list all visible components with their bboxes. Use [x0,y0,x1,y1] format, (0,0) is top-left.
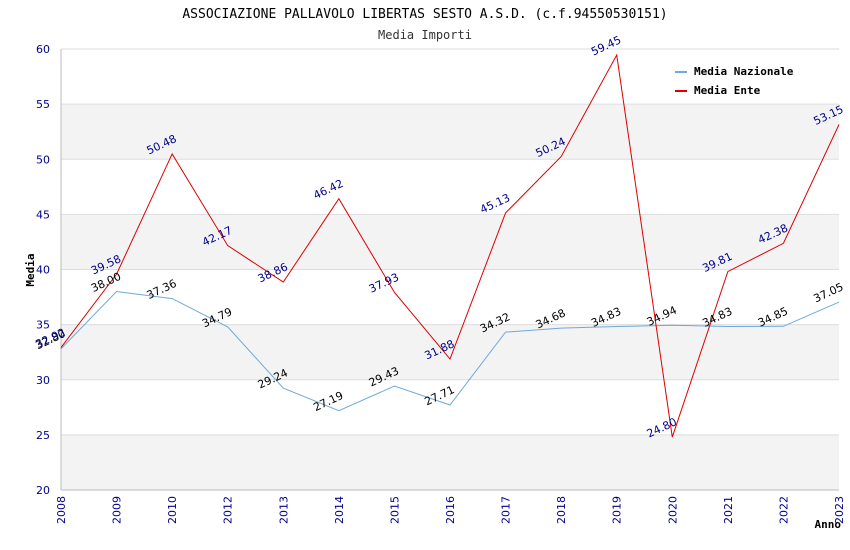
legend-label-media-nazionale: Media Nazionale [694,65,794,78]
series-line-media-ente [60,53,840,438]
x-tick-label-2021: 2021 [722,496,735,524]
chart-title: ASSOCIAZIONE PALLAVOLO LIBERTAS SESTO A.… [182,7,667,22]
band-45-50 [61,159,839,215]
legend: Media Nazionale Media Ente [670,60,810,102]
band-30-35 [61,324,839,380]
band-25-30 [61,379,839,435]
x-tick-label-2014: 2014 [333,496,346,524]
background-bands [61,49,839,490]
x-tick-label-2013: 2013 [277,496,290,524]
y-tick-labels: 20 25 30 35 40 45 50 55 60 [36,43,50,497]
y-tick-label-25: 25 [36,429,50,442]
x-tick-label-2022: 2022 [777,496,790,524]
x-tick-label-2023: 2023 [833,496,846,524]
chart-subtitle: Media Importi [378,28,472,42]
y-axis-label: Media [24,253,37,286]
x-tick-label-2016: 2016 [444,496,457,524]
x-tick-labels: 2008 2009 2010 2012 2013 2014 2015 2016 2017 2018… [55,496,846,524]
y-tick-label-45: 45 [36,208,50,221]
band-20-25 [61,434,839,490]
y-tick-label-20: 20 [36,484,50,497]
legend-box [670,60,810,102]
x-tick-label-2017: 2017 [500,496,513,524]
x-tick-label-2012: 2012 [222,496,235,524]
x-tick-label-2018: 2018 [555,496,568,524]
y-tick-label-35: 35 [36,319,50,332]
series-lines [60,53,840,438]
x-tick-label-2020: 2020 [666,496,679,524]
x-tick-label-2008: 2008 [55,496,68,524]
x-tick-label-2010: 2010 [166,496,179,524]
y-tick-label-60: 60 [36,43,50,56]
x-axis-label: Anno [815,518,842,531]
x-tick-label-2015: 2015 [388,496,401,524]
y-tick-label-55: 55 [36,98,50,111]
legend-label-media-ente: Media Ente [694,84,761,97]
band-35-40 [61,269,839,325]
band-50-55 [61,104,839,160]
band-40-45 [61,214,839,270]
y-tick-label-40: 40 [36,264,50,277]
y-tick-label-50: 50 [36,153,50,166]
x-tick-label-2009: 2009 [111,496,124,524]
x-tick-label-2019: 2019 [611,496,624,524]
y-tick-label-30: 30 [36,374,50,387]
